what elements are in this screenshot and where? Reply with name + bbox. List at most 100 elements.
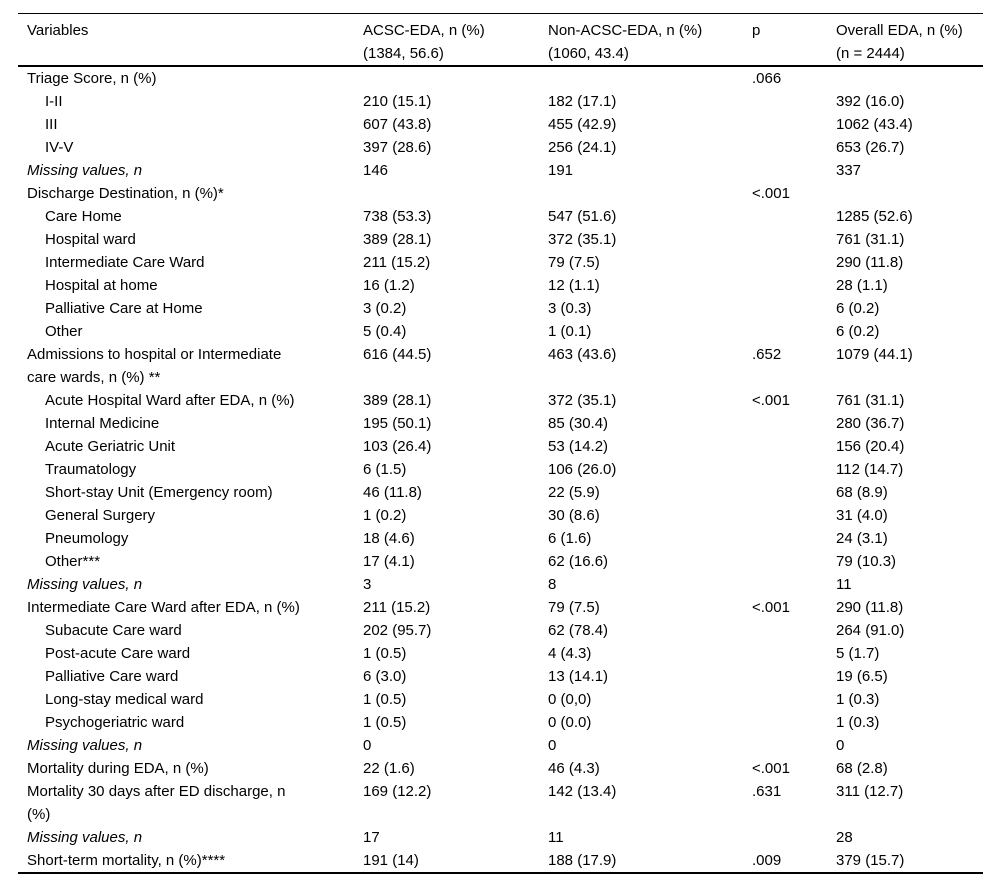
cell-overall-eda-value: 761 (31.1) bbox=[836, 231, 905, 248]
cell-variable-label: Acute Geriatric Unit bbox=[45, 438, 176, 455]
table-body: Triage Score, n (%) .066 I-II 210 (15.1)… bbox=[18, 67, 983, 874]
cell-acsc-eda-value: 146 bbox=[363, 162, 389, 179]
cell-non-acsc-eda-value: 62 (16.6) bbox=[548, 553, 609, 570]
cell-variable-label: Other bbox=[45, 323, 83, 340]
cell-overall-eda-value: 653 (26.7) bbox=[836, 139, 905, 156]
cell-variable-label: Post-acute Care ward bbox=[45, 645, 191, 662]
cell-variable-label: Discharge Destination, n (%)* bbox=[27, 185, 224, 202]
cell-acsc-eda-value: 1 (0.5) bbox=[363, 645, 407, 662]
cell-p-value bbox=[752, 665, 836, 688]
cell-p-value: .066 bbox=[752, 70, 782, 87]
cell-acsc-eda-value: 211 (15.2) bbox=[363, 599, 431, 616]
cell-acsc-eda-value: 16 (1.2) bbox=[363, 277, 415, 294]
cell-variable-label: Intermediate Care Ward bbox=[45, 254, 205, 271]
cell-acsc-eda-value: 5 (0.4) bbox=[363, 323, 407, 340]
cell-variable-label: Psychogeriatric ward bbox=[45, 714, 185, 731]
cell-acsc-eda-value: 389 (28.1) bbox=[363, 392, 432, 409]
cell-non-acsc-eda-value: 1 (0.1) bbox=[548, 323, 592, 340]
cell-p-value: <.001 bbox=[752, 185, 790, 202]
cell-variable-label: Acute Hospital Ward after EDA, n (%) bbox=[45, 392, 295, 409]
cell-p-value bbox=[752, 320, 836, 343]
cell-non-acsc-eda-value: 142 (13.4) bbox=[548, 783, 617, 800]
table-row: III 607 (43.8) 455 (42.9) 1062 (43.4) bbox=[18, 113, 983, 136]
cell-acsc-eda-value: 3 (0.2) bbox=[363, 300, 407, 317]
table-row: Pneumology 18 (4.6) 6 (1.6) 24 (3.1) bbox=[18, 527, 983, 550]
cell-overall-eda-value: 19 (6.5) bbox=[836, 668, 888, 685]
cell-p-value bbox=[752, 435, 836, 458]
cell-acsc-eda-value: 1 (0.5) bbox=[363, 714, 407, 731]
column-header-acsc-eda: ACSC-EDA, n (%) (1384, 56.6) bbox=[363, 22, 485, 62]
table-row: Short-stay Unit (Emergency room) 46 (11.… bbox=[18, 481, 983, 504]
table-row: Other 5 (0.4) 1 (0.1) 6 (0.2) bbox=[18, 320, 983, 343]
column-header-p-value: p bbox=[752, 22, 761, 39]
cell-p-value: .631 bbox=[752, 783, 782, 800]
cell-overall-eda-value: 337 bbox=[836, 162, 862, 179]
cell-non-acsc-eda-value: 256 (24.1) bbox=[548, 139, 617, 156]
cell-variable-label: Missing values, n bbox=[27, 162, 143, 179]
cell-non-acsc-eda-value: 106 (26.0) bbox=[548, 461, 617, 478]
cell-variable-label: Pneumology bbox=[45, 530, 129, 547]
cell-overall-eda-value: 1079 (44.1) bbox=[836, 346, 913, 363]
cell-non-acsc-eda-value: 79 (7.5) bbox=[548, 254, 600, 271]
column-header-overall-eda: Overall EDA, n (%) (n = 2444) bbox=[836, 22, 963, 62]
cell-overall-eda-value: 1062 (43.4) bbox=[836, 116, 913, 133]
table-header-row: Variables ACSC-EDA, n (%) (1384, 56.6) N… bbox=[18, 13, 983, 67]
cell-overall-eda-value bbox=[836, 182, 983, 205]
cell-p-value: .009 bbox=[752, 852, 782, 869]
cell-variable-label: General Surgery bbox=[45, 507, 156, 524]
table-row: Intermediate Care Ward after EDA, n (%) … bbox=[18, 596, 983, 619]
cell-non-acsc-eda-value: 8 bbox=[548, 576, 557, 593]
cell-acsc-eda-value: 389 (28.1) bbox=[363, 231, 432, 248]
cell-overall-eda-value: 392 (16.0) bbox=[836, 93, 905, 110]
cell-variable-label: Mortality 30 days after ED discharge, n … bbox=[27, 783, 286, 823]
table-row: Short-term mortality, n (%)**** 191 (14)… bbox=[18, 849, 983, 872]
cell-variable-label: Subacute Care ward bbox=[45, 622, 182, 639]
cell-overall-eda-value: 68 (2.8) bbox=[836, 760, 888, 777]
cell-variable-label: III bbox=[45, 116, 58, 133]
cell-p-value: <.001 bbox=[752, 760, 790, 777]
statistics-table: Variables ACSC-EDA, n (%) (1384, 56.6) N… bbox=[18, 13, 983, 874]
cell-p-value bbox=[752, 274, 836, 297]
cell-p-value bbox=[752, 642, 836, 665]
cell-overall-eda-value: 79 (10.3) bbox=[836, 553, 897, 570]
cell-variable-label: Missing values, n bbox=[27, 829, 143, 846]
cell-acsc-eda-value: 6 (1.5) bbox=[363, 461, 407, 478]
cell-p-value bbox=[752, 688, 836, 711]
cell-variable-label: Short-term mortality, n (%)**** bbox=[27, 852, 226, 869]
cell-non-acsc-eda-value: 13 (14.1) bbox=[548, 668, 609, 685]
column-header-variables: Variables bbox=[27, 22, 89, 39]
cell-overall-eda-value: 156 (20.4) bbox=[836, 438, 905, 455]
cell-acsc-eda-value: 1 (0.2) bbox=[363, 507, 407, 524]
cell-overall-eda-value: 112 (14.7) bbox=[836, 461, 904, 478]
cell-acsc-eda-value: 397 (28.6) bbox=[363, 139, 432, 156]
table-row: Mortality during EDA, n (%) 22 (1.6) 46 … bbox=[18, 757, 983, 780]
cell-acsc-eda-value: 607 (43.8) bbox=[363, 116, 432, 133]
table-row: Psychogeriatric ward 1 (0.5) 0 (0.0) 1 (… bbox=[18, 711, 983, 734]
cell-acsc-eda-value bbox=[363, 67, 548, 90]
table-row: Palliative Care ward 6 (3.0) 13 (14.1) 1… bbox=[18, 665, 983, 688]
cell-acsc-eda-value: 202 (95.7) bbox=[363, 622, 432, 639]
table-row: Palliative Care at Home 3 (0.2) 3 (0.3) … bbox=[18, 297, 983, 320]
cell-variable-label: Internal Medicine bbox=[45, 415, 160, 432]
table-row: Missing values, n 0 0 0 bbox=[18, 734, 983, 757]
cell-overall-eda-value: 68 (8.9) bbox=[836, 484, 888, 501]
cell-overall-eda-value bbox=[836, 67, 983, 90]
cell-overall-eda-value: 1 (0.3) bbox=[836, 714, 880, 731]
cell-variable-label: Missing values, n bbox=[27, 576, 143, 593]
cell-acsc-eda-value: 1 (0.5) bbox=[363, 691, 407, 708]
cell-p-value bbox=[752, 458, 836, 481]
cell-p-value bbox=[752, 113, 836, 136]
cell-acsc-eda-value: 22 (1.6) bbox=[363, 760, 415, 777]
table-row: Mortality 30 days after ED discharge, n … bbox=[18, 780, 983, 826]
table-row: Long-stay medical ward 1 (0.5) 0 (0,0) 1… bbox=[18, 688, 983, 711]
cell-overall-eda-value: 31 (4.0) bbox=[836, 507, 888, 524]
cell-overall-eda-value: 28 bbox=[836, 829, 853, 846]
table-row: Missing values, n 17 11 28 bbox=[18, 826, 983, 849]
table-row: Care Home 738 (53.3) 547 (51.6) 1285 (52… bbox=[18, 205, 983, 228]
cell-p-value: <.001 bbox=[752, 599, 790, 616]
table-row: I-II 210 (15.1) 182 (17.1) 392 (16.0) bbox=[18, 90, 983, 113]
cell-variable-label: Hospital ward bbox=[45, 231, 136, 248]
cell-p-value: <.001 bbox=[752, 392, 790, 409]
cell-acsc-eda-value: 195 (50.1) bbox=[363, 415, 432, 432]
